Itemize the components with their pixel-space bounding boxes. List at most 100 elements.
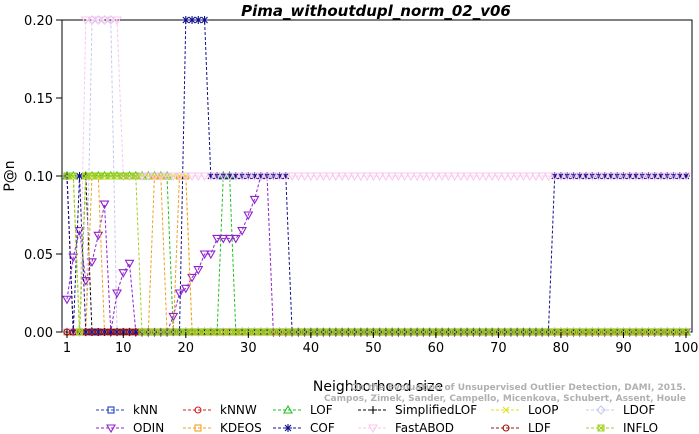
- point-cof: [600, 172, 609, 180]
- point-cof: [550, 172, 559, 180]
- point-inflo: [69, 172, 77, 180]
- watermark-line-2: On the Evaluation of Unsupervised Outlie…: [351, 383, 686, 393]
- point-odin: [212, 234, 223, 244]
- legend-marker: [194, 424, 202, 432]
- legend-label: FastABOD: [395, 421, 454, 434]
- point-fastabod: [305, 172, 316, 182]
- point-fastabod: [618, 172, 629, 182]
- point-fastabod: [187, 172, 197, 182]
- point-fastabod: [443, 172, 454, 182]
- point-odin: [205, 250, 216, 260]
- legend-label: ODIN: [133, 421, 164, 434]
- point-cof: [675, 172, 684, 180]
- point-fastabod: [568, 172, 579, 182]
- legend-label: LOF: [310, 403, 333, 417]
- point-odin: [237, 227, 248, 236]
- point-fastabod: [656, 172, 666, 182]
- point-fastabod: [155, 172, 166, 182]
- series-loop: [63, 172, 690, 336]
- point-cof: [656, 172, 665, 180]
- point-fastabod: [237, 172, 248, 182]
- x-tick-label: 100: [674, 341, 699, 356]
- point-fastabod: [362, 172, 373, 182]
- legend-label: LoOP: [528, 403, 559, 417]
- point-cof: [81, 328, 90, 336]
- point-fastabod: [349, 172, 360, 182]
- point-cof: [231, 172, 240, 180]
- legend-item-inflo: INFLO: [586, 421, 658, 434]
- point-fastabod: [549, 172, 560, 182]
- series-line-simplifiedlof: [67, 175, 686, 333]
- point-fastabod: [293, 172, 304, 182]
- point-fastabod: [462, 172, 473, 182]
- point-cof: [606, 172, 615, 180]
- x-tick-label: 10: [115, 341, 132, 356]
- point-odin: [112, 289, 122, 299]
- point-fastabod: [418, 172, 429, 182]
- point-fastabod: [162, 172, 172, 182]
- point-cof: [281, 172, 290, 180]
- point-fastabod: [543, 172, 554, 182]
- point-odin: [193, 266, 204, 275]
- legend-item-knn: kNN: [96, 403, 158, 417]
- y-tick-label: 0.20: [24, 14, 53, 29]
- series-layer: [62, 15, 691, 338]
- point-loop: [182, 172, 190, 180]
- point-fastabod: [218, 172, 229, 182]
- legend-marker: [597, 424, 605, 432]
- point-fastabod: [681, 172, 691, 182]
- point-fastabod: [493, 172, 504, 182]
- point-fastabod: [624, 172, 635, 182]
- point-fastabod: [437, 172, 448, 182]
- point-fastabod: [499, 172, 510, 182]
- point-fastabod: [312, 172, 323, 182]
- point-fastabod: [80, 16, 91, 26]
- point-cof: [581, 172, 590, 180]
- series-line-knnw: [66, 175, 686, 333]
- series-inflo: [63, 172, 690, 336]
- series-odin: [62, 172, 691, 338]
- point-odin: [249, 195, 260, 205]
- point-fastabod: [612, 172, 623, 182]
- point-fastabod: [224, 172, 235, 182]
- series-kdeos: [63, 172, 690, 336]
- series-line-inflo: [67, 175, 686, 333]
- series-line-lof: [67, 175, 686, 333]
- point-fastabod: [99, 16, 110, 26]
- legend-marker: [283, 404, 293, 414]
- point-fastabod: [168, 172, 179, 182]
- x-axis-title: Neighborhood size: [313, 379, 443, 395]
- legend-label: COF: [310, 421, 335, 434]
- point-cof: [682, 172, 690, 180]
- y-tick-label: 0.00: [24, 326, 53, 341]
- point-cof: [194, 16, 203, 24]
- series-line-loop: [67, 175, 686, 333]
- x-tick-label: 40: [303, 341, 320, 356]
- series-line-knn: [66, 175, 686, 333]
- point-odin: [87, 258, 97, 267]
- point-odin: [180, 284, 191, 294]
- legend-label: kNN: [133, 403, 158, 417]
- point-fastabod: [205, 172, 216, 182]
- legend-marker: [596, 405, 606, 415]
- point-cof: [106, 328, 115, 336]
- x-tick-label: 80: [553, 341, 570, 356]
- watermark-line-1: Campos, Zimek, Sander, Campello, Micenko…: [324, 394, 686, 404]
- point-fastabod: [399, 172, 410, 182]
- point-fastabod: [212, 172, 223, 182]
- point-cof: [556, 172, 565, 180]
- point-cof: [650, 172, 659, 180]
- point-fastabod: [199, 172, 210, 182]
- x-tick-label: 60: [428, 341, 445, 356]
- legend-item-lof: LOF: [273, 403, 333, 417]
- point-fastabod: [249, 172, 260, 182]
- legend-marker: [369, 406, 377, 414]
- point-fastabod: [487, 172, 498, 182]
- y-tick-label: 0.10: [24, 170, 53, 185]
- point-fastabod: [631, 172, 641, 182]
- legend-label: LDF: [528, 421, 551, 434]
- point-fastabod: [593, 172, 604, 182]
- series-line-fastabod: [67, 19, 686, 333]
- chart-title: Pima_withoutdupl_norm_02_v06: [241, 2, 511, 20]
